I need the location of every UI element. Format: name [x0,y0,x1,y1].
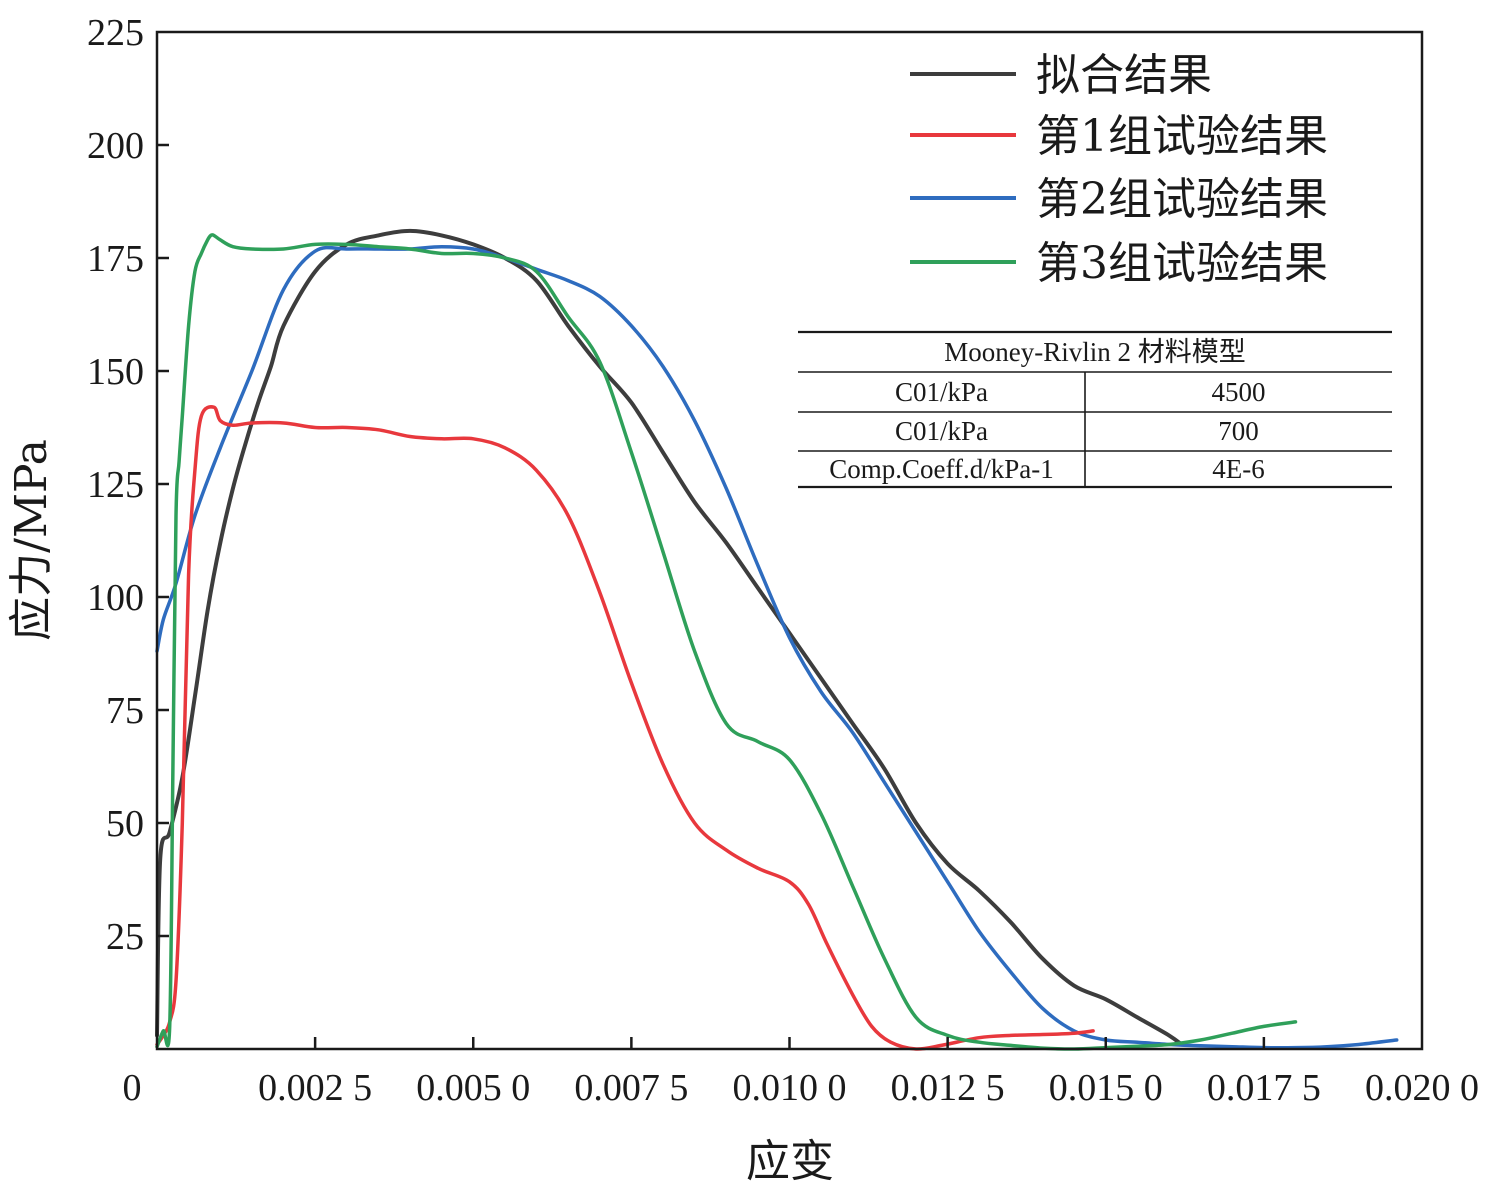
x-tick-label: 0.020 0 [1365,1067,1479,1109]
marks-layer [155,228,1399,1051]
y-tick-label: 100 [87,577,144,619]
y-tick-label: 150 [87,351,144,393]
legend-item: 第2组试验结果 [910,174,1328,225]
series-line-1 [155,228,1184,1047]
y-tick-label: 50 [106,803,144,845]
table-param-name: C01/kPa [895,416,988,446]
y-tick-label: 25 [106,916,144,958]
table-title: Mooney-Rivlin 2 材料模型 [944,337,1246,367]
series-line-2 [155,405,1095,1051]
x-tick-label: 0.005 0 [416,1067,530,1109]
table-param-name: Comp.Coeff.d/kPa-1 [829,454,1054,484]
model-parameter-table: Mooney-Rivlin 2 材料模型 C01/kPa 4500 C01/kPa 70… [798,330,1392,489]
table-param-value: 4500 [1212,377,1266,407]
y-tick-label: 200 [87,125,144,167]
legend-label: 拟合结果 [1036,50,1212,101]
y-tick-label: 225 [87,12,144,54]
x-tick-label: 0.010 0 [733,1067,847,1109]
x-tick-label: 0 [123,1067,142,1109]
x-tick-label: 0.002 5 [258,1067,372,1109]
x-axis-title: 应变 [746,1136,834,1187]
legend-label: 第3组试验结果 [1036,238,1328,289]
y-tick-label: 125 [87,464,144,506]
y-axis-title: 应力/MPa [6,439,57,641]
x-tick-label: 0.012 5 [891,1067,1005,1109]
x-tick-label: 0.007 5 [574,1067,688,1109]
legend-label: 第1组试验结果 [1036,111,1328,162]
axis-ticks: 0 0.002 5 0.005 0 0.007 5 0.010 0 0.012 5 0.01… [87,12,1479,1109]
legend-item: 第3组试验结果 [910,238,1328,289]
y-tick-label: 175 [87,238,144,280]
y-tick-label: 75 [106,690,144,732]
legend-item: 第1组试验结果 [910,111,1328,162]
legend-label: 第2组试验结果 [1036,174,1328,225]
table-param-value: 700 [1218,416,1259,446]
table-param-value: 4E-6 [1212,454,1264,484]
table-param-name: C01/kPa [895,377,988,407]
x-tick-label: 0.017 5 [1207,1067,1321,1109]
x-tick-label: 0.015 0 [1049,1067,1163,1109]
legend-item: 拟合结果 [910,50,1212,101]
series-line-4 [155,233,1298,1051]
